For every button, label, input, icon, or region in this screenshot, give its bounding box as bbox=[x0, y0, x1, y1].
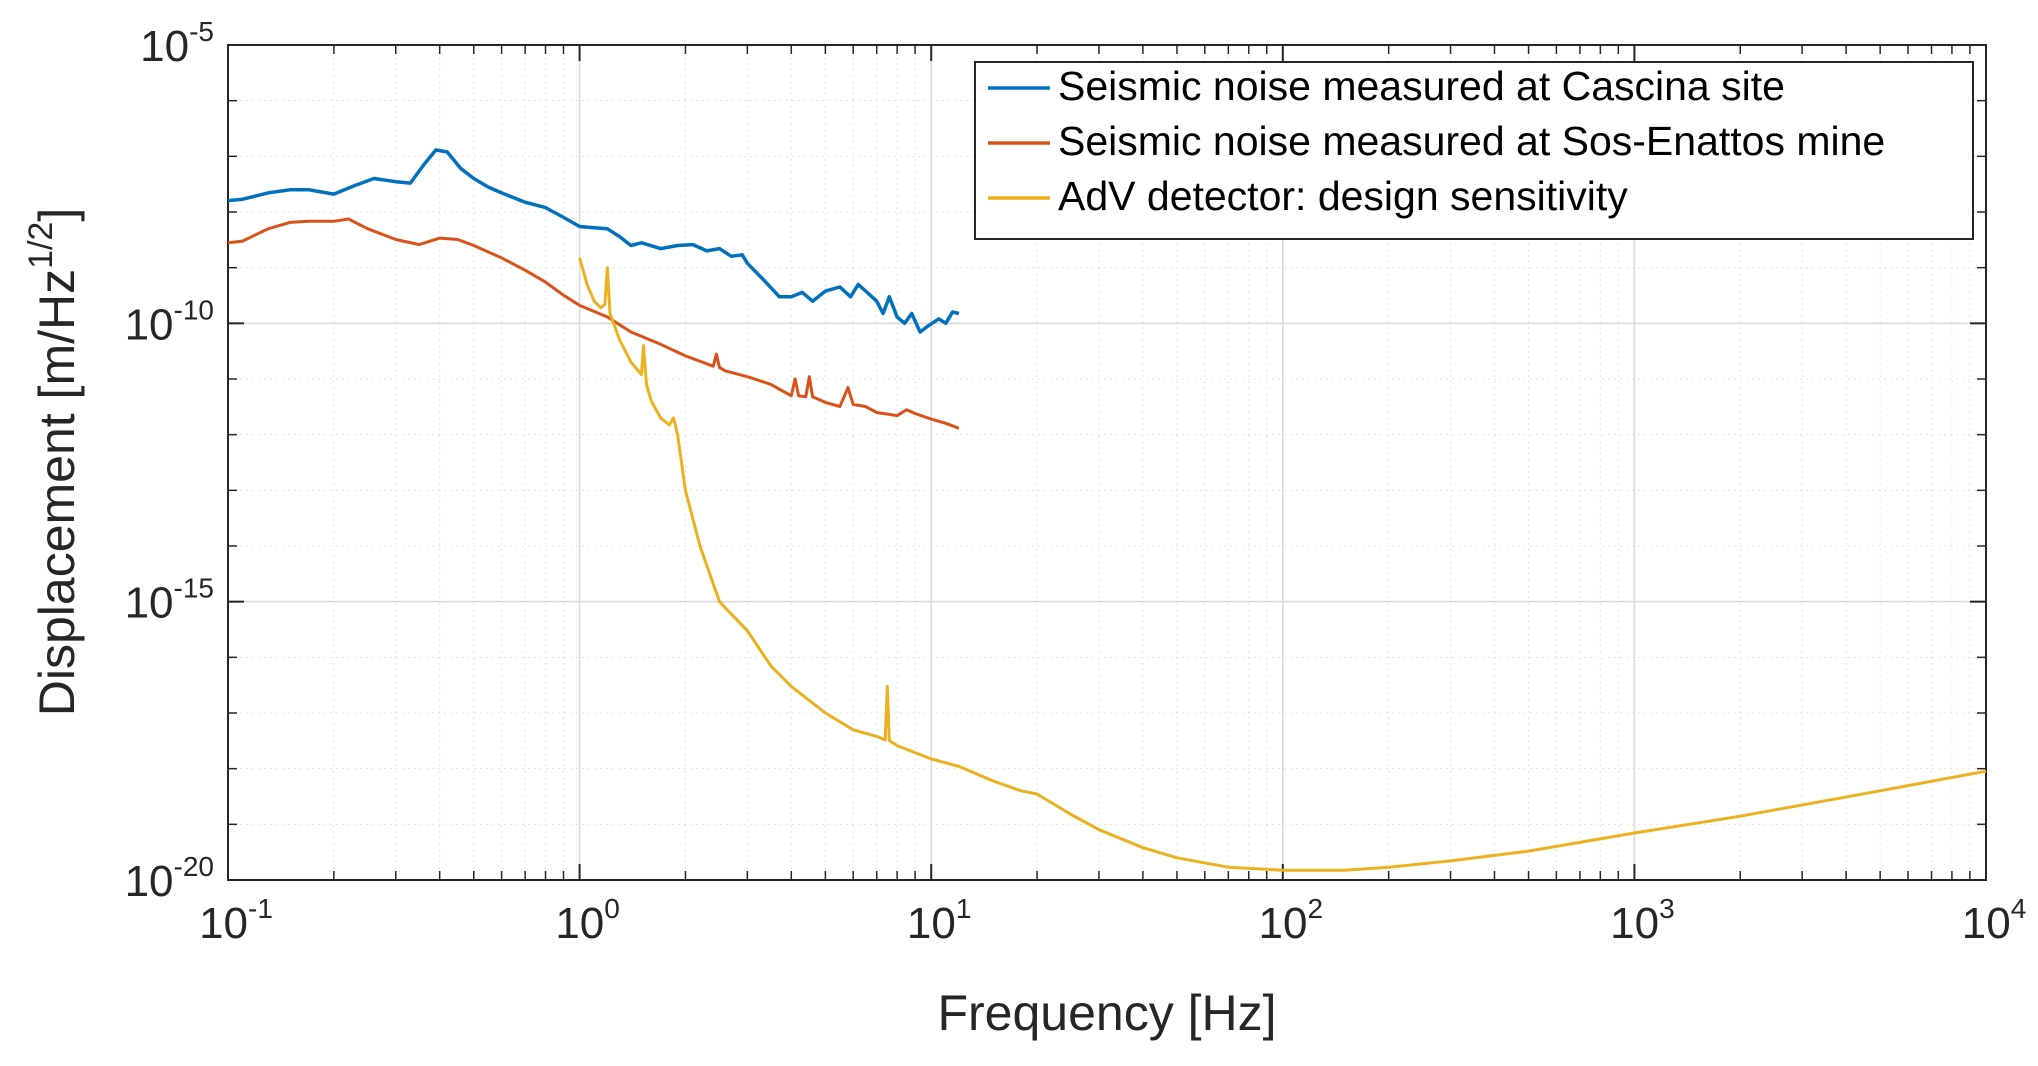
legend-label-1: Seismic noise measured at Cascina site bbox=[1058, 63, 1785, 109]
series-line-3 bbox=[578, 257, 1987, 872]
series-line-1 bbox=[227, 148, 960, 334]
series-layer bbox=[227, 148, 1987, 872]
x-tick-label: 103 bbox=[1610, 893, 1675, 948]
y-tick-label: 10-10 bbox=[125, 294, 214, 349]
plot-area-frame bbox=[227, 44, 1987, 881]
legend-label-2: Seismic noise measured at Sos-Enattos mi… bbox=[1058, 118, 1885, 164]
axis-ticks bbox=[227, 44, 1987, 881]
x-tick-labels: 10-1 100 101 102 103 104 bbox=[199, 893, 2026, 948]
y-axis-label: Displacement [m/Hz1/2] bbox=[22, 208, 85, 717]
legend-box bbox=[974, 61, 1974, 240]
x-tick-label: 102 bbox=[1259, 893, 1324, 948]
x-tick-label: 104 bbox=[1962, 893, 2027, 948]
x-tick-label: 10-1 bbox=[199, 893, 273, 948]
y-tick-label: 10-15 bbox=[125, 573, 214, 628]
y-tick-label: 10-20 bbox=[125, 851, 214, 906]
x-axis-label: Frequency [Hz] bbox=[937, 985, 1276, 1041]
x-tick-label: 101 bbox=[907, 893, 972, 948]
y-tick-labels: 10-5 10-10 10-15 10-20 bbox=[125, 16, 214, 906]
legend: Seismic noise measured at Cascina site Se… bbox=[974, 61, 1974, 240]
y-tick-label: 10-5 bbox=[140, 16, 214, 71]
series-line-2 bbox=[227, 217, 960, 430]
legend-label-3: AdV detector: design sensitivity bbox=[1058, 173, 1628, 219]
x-tick-label: 100 bbox=[555, 893, 620, 948]
major-grid bbox=[228, 45, 1986, 880]
